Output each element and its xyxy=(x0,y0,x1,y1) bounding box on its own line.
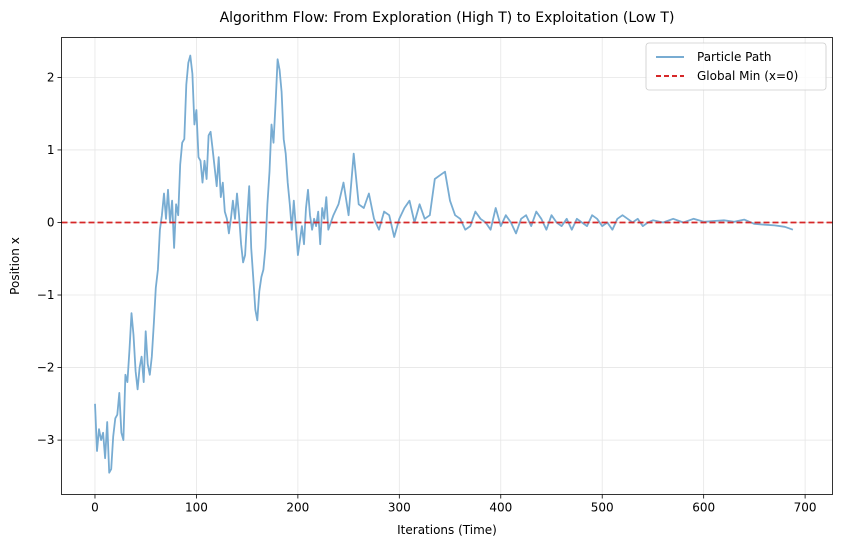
legend-label-particle-path: Particle Path xyxy=(697,50,772,64)
series-line-particle-path xyxy=(94,54,794,474)
x-axis-label: Iterations (Time) xyxy=(397,523,497,537)
y-tick-label: −2 xyxy=(37,361,55,375)
legend-box xyxy=(645,42,827,91)
x-tick-label: 100 xyxy=(185,501,208,515)
y-tick-label: 1 xyxy=(47,143,55,157)
y-tick-label: 2 xyxy=(47,70,55,84)
chart-title: Algorithm Flow: From Exploration (High T… xyxy=(220,10,675,26)
plot-area xyxy=(61,54,833,474)
x-tick-label: 0 xyxy=(91,501,99,515)
x-tick-label: 500 xyxy=(591,501,614,515)
x-tick-label: 400 xyxy=(489,501,512,515)
plot-frame xyxy=(61,37,833,495)
y-tick-label: −3 xyxy=(37,433,55,447)
x-tick-label: 300 xyxy=(388,501,411,515)
axes-ticks: 0 100 200 300 400 500 600 700 −3 −2 −1 0 1 2 xyxy=(37,70,817,514)
x-tick-label: 200 xyxy=(286,501,309,515)
x-tick-label: 700 xyxy=(794,501,817,515)
y-axis-label: Position x xyxy=(8,237,22,295)
y-tick-label: 0 xyxy=(47,215,55,229)
legend: Particle Path Global Min (x=0) xyxy=(645,42,827,91)
grid xyxy=(61,37,833,495)
y-tick-label: −1 xyxy=(37,288,55,302)
x-tick-label: 600 xyxy=(692,501,715,515)
legend-label-global-min: Global Min (x=0) xyxy=(697,69,798,83)
